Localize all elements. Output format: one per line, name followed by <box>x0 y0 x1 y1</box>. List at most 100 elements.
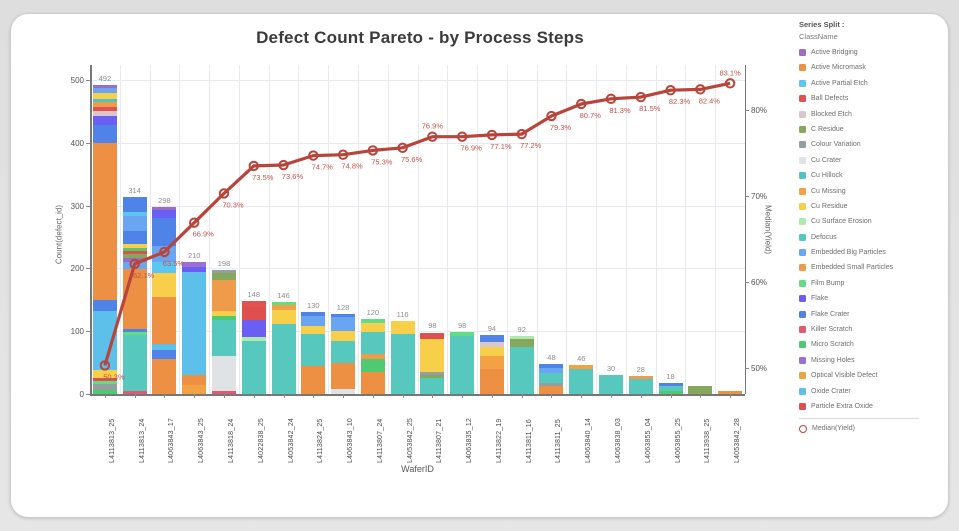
bar-segment-defocus[interactable] <box>539 373 564 383</box>
bar-segment-flake-crater[interactable] <box>122 196 147 212</box>
bar-segment-embedded-small-particles[interactable] <box>211 279 236 312</box>
bar-segment-defocus[interactable] <box>211 319 236 357</box>
bar-segment-cu-residue[interactable] <box>331 331 356 341</box>
bar-L4113811_25[interactable] <box>539 363 564 394</box>
bar-segment-flake-crater[interactable] <box>658 382 683 387</box>
legend-item-active-micromask[interactable]: Active Micromask <box>799 64 949 72</box>
bar-L4053842_25[interactable] <box>390 321 415 394</box>
legend-item-cu-residue[interactable]: Cu Residue <box>799 202 949 210</box>
bar-segment-active-micromask[interactable] <box>360 372 385 394</box>
bar-segment-cu-residue[interactable] <box>360 323 385 333</box>
bar-L4113813_25[interactable] <box>92 85 117 394</box>
bar-segment-flake-crater[interactable] <box>152 217 177 246</box>
bar-segment-flake[interactable] <box>92 115 117 125</box>
bar-segment-embedded-big-particles[interactable] <box>122 261 147 270</box>
bar-segment-particle-extra-oxide[interactable] <box>241 307 266 320</box>
bar-segment-active-micromask[interactable] <box>718 390 743 394</box>
bar-segment-cu-missing[interactable] <box>569 365 594 369</box>
bar-segment-embedded-big-particles[interactable] <box>301 316 326 326</box>
legend-item-embedded-big-particles[interactable]: Embedded Big Particles <box>799 249 949 257</box>
legend-item-c-residue[interactable]: C Residue <box>799 125 949 133</box>
legend-item-micro-scratch[interactable]: Micro Scratch <box>799 341 949 349</box>
bar-L4063843_25[interactable] <box>182 262 207 394</box>
legend-item-cu-surface-erosion[interactable]: Cu Surface Erosion <box>799 218 949 226</box>
bar-segment-oxide-crater[interactable] <box>92 310 117 371</box>
bar-L4113807_21[interactable] <box>420 332 445 394</box>
bar-segment-flake[interactable] <box>241 319 266 338</box>
bar-segment-active-micromask[interactable] <box>539 386 564 394</box>
bar-segment-cu-missing[interactable] <box>479 356 504 369</box>
legend-item-ball-defects[interactable]: Ball Defects <box>799 95 949 103</box>
bar-L4113811_16[interactable] <box>509 336 534 394</box>
bar-segment-cu-residue[interactable] <box>420 339 445 373</box>
bar-L4063838_03[interactable] <box>599 375 624 394</box>
bar-segment-defocus[interactable] <box>420 378 445 394</box>
bar-segment-cu-residue[interactable] <box>92 370 117 378</box>
bar-segment-c-residue[interactable] <box>688 386 713 394</box>
bar-segment-film-bump[interactable] <box>92 381 117 384</box>
bar-segment-killer-scratch[interactable] <box>122 391 147 394</box>
bar-segment-flake-crater[interactable] <box>539 363 564 369</box>
legend-item-missing-holes[interactable]: Missing Holes <box>799 356 949 364</box>
bar-segment-flake-crater[interactable] <box>152 350 177 360</box>
legend-item-particle-extra-oxide[interactable]: Particle Extra Oxide <box>799 402 949 410</box>
bar-segment-embedded-big-particles[interactable] <box>122 215 147 232</box>
bar-segment-micro-scratch[interactable] <box>658 391 683 394</box>
legend-item-median-yield[interactable]: Median(Yield) <box>799 424 949 433</box>
bar-segment-defocus[interactable] <box>569 368 594 394</box>
bar-segment-active-micromask[interactable] <box>331 362 356 389</box>
bar-segment-c-residue[interactable] <box>420 374 445 379</box>
bar-segment-active-micromask[interactable] <box>152 296 177 344</box>
bar-L4063840_14[interactable] <box>569 365 594 394</box>
bar-L4113818_24[interactable] <box>211 269 236 394</box>
legend-item-colour-variation[interactable]: Colour Variation <box>799 141 949 149</box>
bar-segment-defocus[interactable] <box>360 332 385 355</box>
bar-segment-cu-residue[interactable] <box>479 346 504 357</box>
bar-segment-active-partial-etch[interactable] <box>152 261 177 273</box>
bar-segment-defocus[interactable] <box>241 340 266 394</box>
bar-segment-c-residue[interactable] <box>509 339 534 347</box>
bar-L4063855_04[interactable] <box>628 376 653 394</box>
bar-segment-embedded-big-particles[interactable] <box>331 317 356 332</box>
bar-L4053842_28[interactable] <box>718 390 743 394</box>
bar-L4113822_19[interactable] <box>479 335 504 394</box>
legend-item-flake[interactable]: Flake <box>799 295 949 303</box>
bar-segment-cu-residue[interactable] <box>301 325 326 335</box>
bar-segment-colour-variation[interactable] <box>92 383 117 391</box>
bar-segment-active-micromask[interactable] <box>182 375 207 385</box>
bar-segment-defocus[interactable] <box>331 340 356 363</box>
bar-segment-active-micromask[interactable] <box>92 143 117 301</box>
legend-item-film-bump[interactable]: Film Bump <box>799 279 949 287</box>
legend-item-optical-visible-defect[interactable]: Optical Visible Defect <box>799 372 949 380</box>
bar-segment-defocus[interactable] <box>658 386 683 392</box>
bar-segment-defocus[interactable] <box>628 378 653 394</box>
legend-item-flake-crater[interactable]: Flake Crater <box>799 310 949 318</box>
legend-item-blocked-etch[interactable]: Blocked Etch <box>799 110 949 118</box>
bar-segment-flake-crater[interactable] <box>92 300 117 311</box>
bar-segment-flake[interactable] <box>152 210 177 218</box>
legend-item-killer-scratch[interactable]: Killer Scratch <box>799 326 949 334</box>
bar-segment-killer-scratch[interactable] <box>211 390 236 394</box>
bar-segment-embedded-big-particles[interactable] <box>152 245 177 262</box>
bar-segment-cu-crater[interactable] <box>211 356 236 391</box>
bar-segment-defocus[interactable] <box>271 323 296 394</box>
bar-segment-flake-crater[interactable] <box>479 335 504 342</box>
bar-L4063843_10[interactable] <box>331 313 356 394</box>
legend-item-cu-missing[interactable]: Cu Missing <box>799 187 949 195</box>
bar-segment-embedded-big-particles[interactable] <box>539 368 564 374</box>
bar-segment-colour-variation[interactable] <box>420 372 445 375</box>
bar-L4113938_25[interactable] <box>688 386 713 394</box>
bar-segment-active-micromask[interactable] <box>479 368 504 394</box>
legend-item-embedded-small-particles[interactable]: Embedded Small Particles <box>799 264 949 272</box>
bar-segment-active-micromask[interactable] <box>122 269 147 329</box>
bar-L4053842_24[interactable] <box>271 302 296 394</box>
bar-segment-flake-crater[interactable] <box>92 124 117 144</box>
bar-segment-particle-extra-oxide[interactable] <box>92 377 117 382</box>
bar-L4063835_12[interactable] <box>450 332 475 394</box>
bar-L4113807_24[interactable] <box>360 318 385 394</box>
legend-item-defocus[interactable]: Defocus <box>799 233 949 241</box>
bar-segment-defocus[interactable] <box>122 334 147 392</box>
bar-segment-cu-residue[interactable] <box>390 321 415 335</box>
legend-item-cu-crater[interactable]: Cu Crater <box>799 156 949 164</box>
bar-segment-cu-residue[interactable] <box>152 272 177 297</box>
